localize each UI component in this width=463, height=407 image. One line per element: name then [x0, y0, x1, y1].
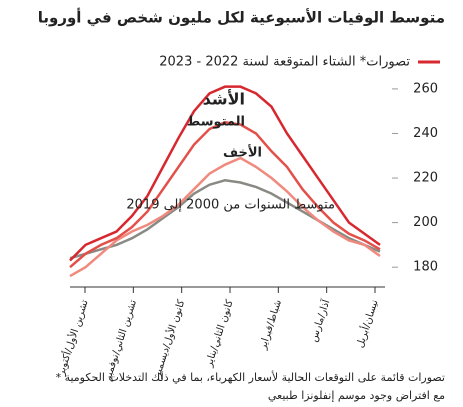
series-label: الأخف — [223, 144, 262, 161]
x-tick-label: كانون الأول/ديسمبر — [150, 298, 188, 380]
series-line — [69, 85, 381, 262]
y-tick-label: 180 — [413, 260, 438, 275]
series-label: الأشد — [203, 90, 245, 109]
series-label: متوسط السنوات من 2000 إلى 2019 — [126, 198, 335, 213]
chart-title: متوسط الوفيات الأسبوعية لكل مليون شخص في… — [38, 8, 445, 27]
series-line — [69, 178, 381, 260]
x-tick-label: شباط/فبراير — [257, 298, 284, 351]
y-tick-label: 260 — [413, 81, 438, 96]
legend-title: تصورات* الشتاء المتوقعة لسنة 2022 - 2023 — [159, 55, 410, 70]
x-tick-label: نيسان/أبريل — [353, 298, 381, 349]
y-tick-label: 240 — [413, 126, 438, 141]
series-line — [69, 121, 381, 269]
series-label: المتوسط — [187, 115, 245, 130]
x-tick-label: تشرين الأول/أكتوبر — [54, 298, 91, 378]
footnote: * تصورات قائمة على التوقعات الحالية لأسع… — [56, 370, 445, 384]
series-line — [69, 156, 381, 278]
y-tick-label: 200 — [413, 215, 438, 230]
x-tick-label: آذار/مارس — [307, 297, 333, 344]
x-tick-label: كانون الثاني/يناير — [203, 298, 235, 369]
footnote: مع افتراض وجود موسم إنفلونزا طبيعي — [268, 389, 445, 402]
y-tick-label: 220 — [413, 171, 438, 186]
